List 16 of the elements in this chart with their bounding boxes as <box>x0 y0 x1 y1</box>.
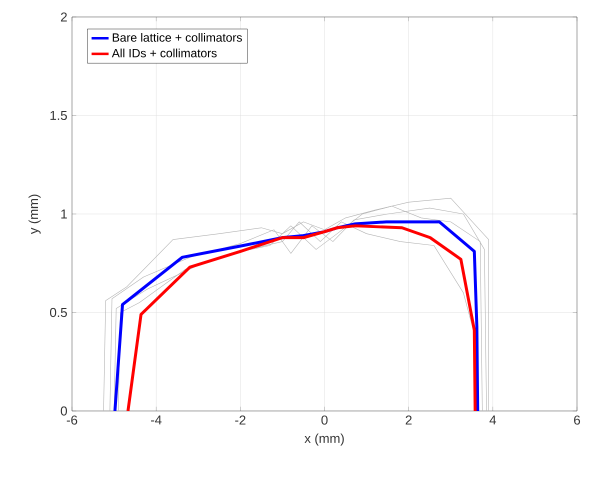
x-tick-label: -4 <box>150 416 162 424</box>
x-tick-label: 2 <box>406 415 412 425</box>
y-tick-label: 1.5 <box>50 110 67 120</box>
x-axis-title: x (mm) <box>304 433 344 446</box>
x-tick-label: -2 <box>235 415 246 425</box>
y-axis-title: y (mm) <box>28 194 41 234</box>
x-tick-label: 0 <box>321 415 328 425</box>
y-tick-label: 0.5 <box>50 308 67 318</box>
x-tick-label: 4 <box>490 416 496 424</box>
legend-label: All IDs + collimators <box>112 48 217 58</box>
y-tick-label: 2 <box>60 12 67 22</box>
x-tick-label: 6 <box>574 415 580 425</box>
x-tick-label: -6 <box>66 415 78 425</box>
y-tick-label: 0 <box>60 406 67 416</box>
y-tick-label: 1 <box>61 210 67 218</box>
legend-label: Bare lattice + collimators <box>112 32 242 42</box>
